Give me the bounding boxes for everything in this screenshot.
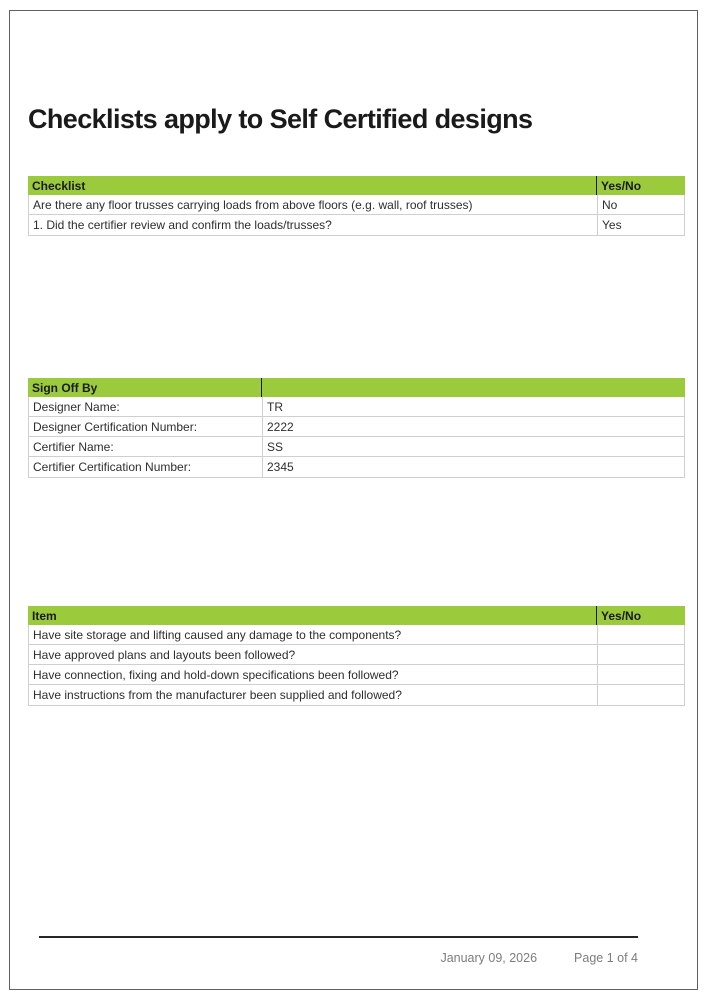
table-row: Designer Certification Number: 2222 [29, 417, 684, 437]
signoff-header-spacer [261, 378, 683, 397]
signoff-field-value: 2345 [262, 457, 684, 477]
item-answer [597, 665, 684, 684]
signoff-table: Sign Off By Designer Name: TR Designer C… [28, 378, 685, 478]
table-row: Have instructions from the manufacturer … [29, 685, 684, 705]
item-table-body: Have site storage and lifting caused any… [28, 625, 685, 706]
item-yesno-header-label: Yes/No [596, 606, 683, 625]
signoff-field-label: Certifier Name: [33, 439, 114, 454]
table-row: Are there any floor trusses carrying loa… [29, 195, 684, 215]
signoff-field-value: SS [262, 437, 684, 456]
checklist-question: 1. Did the certifier review and confirm … [33, 218, 332, 232]
item-question: Have connection, fixing and hold-down sp… [33, 667, 399, 682]
signoff-header-label: Sign Off By [32, 380, 98, 395]
table-row: Have connection, fixing and hold-down sp… [29, 665, 684, 685]
table-row: Designer Name: TR [29, 397, 684, 417]
checklist-question: Are there any floor trusses carrying loa… [33, 197, 473, 212]
table-row: 1. Did the certifier review and confirm … [29, 215, 684, 235]
footer: January 09, 2026 Page 1 of 4 [39, 951, 638, 965]
item-question: Have instructions from the manufacturer … [33, 688, 402, 702]
signoff-field-value: TR [262, 397, 684, 416]
checklist-answer: Yes [597, 215, 684, 235]
table-row: Certifier Certification Number: 2345 [29, 457, 684, 477]
item-table: Item Yes/No Have site storage and liftin… [28, 606, 685, 706]
signoff-field-label: Certifier Certification Number: [33, 460, 192, 474]
page-title: Checklists apply to Self Certified desig… [28, 104, 533, 134]
checklist-table-body: Are there any floor trusses carrying loa… [28, 195, 685, 236]
item-answer [597, 645, 684, 664]
checklist-table: Checklist Yes/No Are there any floor tru… [28, 176, 685, 236]
footer-divider [39, 936, 638, 938]
checklist-answer: No [597, 195, 684, 214]
footer-date: January 09, 2026 [440, 951, 538, 965]
item-header-label: Item [32, 608, 57, 623]
signoff-field-label: Designer Name: [33, 399, 120, 414]
checklist-header-label: Checklist [32, 178, 86, 193]
signoff-table-header-row: Sign Off By [28, 378, 685, 397]
item-question: Have site storage and lifting caused any… [33, 627, 402, 642]
signoff-field-value: 2222 [262, 417, 684, 436]
signoff-table-body: Designer Name: TR Designer Certification… [28, 397, 685, 478]
signoff-field-label: Designer Certification Number: [33, 419, 198, 434]
checklist-table-header-row: Checklist Yes/No [28, 176, 685, 195]
table-row: Have approved plans and layouts been fol… [29, 645, 684, 665]
item-answer [597, 625, 684, 644]
item-answer [597, 685, 684, 705]
table-row: Have site storage and lifting caused any… [29, 625, 684, 645]
item-question: Have approved plans and layouts been fol… [33, 647, 296, 662]
table-row: Certifier Name: SS [29, 437, 684, 457]
item-table-header-row: Item Yes/No [28, 606, 685, 625]
footer-page-number: Page 1 of 4 [574, 951, 638, 965]
checklist-yesno-header-label: Yes/No [596, 176, 683, 195]
page-border [9, 10, 698, 990]
